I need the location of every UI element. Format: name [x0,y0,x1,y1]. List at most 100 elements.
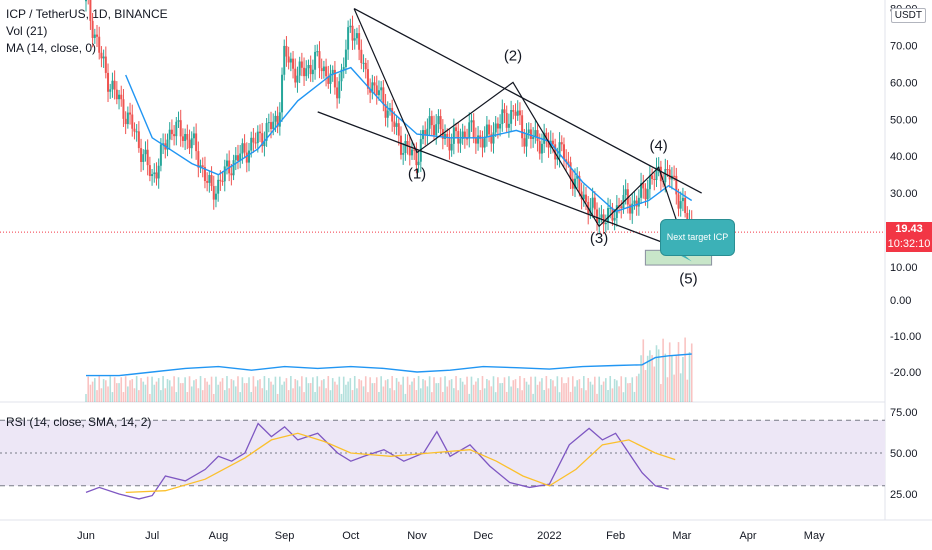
candle-body [666,169,669,171]
candle-body [243,143,246,153]
volume-bar [543,390,545,402]
volume-bar [679,373,682,402]
candle-body [303,67,306,77]
candle-body [613,217,616,221]
candle-body [173,134,176,137]
volume-bar [402,376,404,402]
candle-body [148,165,151,177]
volume-bar [382,386,385,402]
volume-bar [585,390,587,402]
volume-legend[interactable]: Vol (21) [6,24,48,38]
volume-bar [565,383,567,402]
volume-bar [578,379,581,402]
candle-body [177,120,180,122]
volume-bar [371,383,374,402]
volume-bar [107,386,109,402]
candle-body [184,134,187,141]
drawings: (1) (2) (3) (4) (5) [317,8,713,288]
volume-bar [453,388,455,402]
volume-bar [635,376,638,402]
candle-body [274,115,277,122]
candle-body [371,82,374,93]
volume-bar [153,384,156,402]
candle-body [655,167,658,181]
volume-bar [336,384,338,402]
volume-bar [199,376,202,402]
volume-bar [287,390,290,402]
volume-bar [140,378,142,402]
candle-body [142,154,145,162]
candle-body [591,197,594,208]
last-price-value: 19.43 [895,223,923,235]
volume-bar [413,378,415,402]
volume-bar [397,381,400,402]
candle-body [325,66,328,77]
volume-bar [281,384,283,402]
volume-bar [342,376,345,402]
wave-label: (2) [504,47,522,64]
volume-bar [340,393,343,402]
volume-bar [492,376,495,402]
volume-bar [457,390,460,402]
candle-body [305,68,308,77]
volume-bar [420,388,422,402]
volume-bar [560,377,563,402]
volume-tick-label: -20.00 [890,367,921,379]
symbol-legend[interactable]: ICP / TetherUS, 1D, BINANCE [6,7,168,21]
volume-bar [437,383,440,402]
candle-body [576,175,579,179]
ma-legend[interactable]: MA (14, close, 0) [6,41,97,55]
volume-bar [109,376,112,402]
volume-bar [230,379,233,402]
volume-bar [268,378,270,402]
candle-body [538,141,541,154]
volume-bar [580,388,583,402]
volume-bar [582,376,585,402]
candle-body [217,179,220,194]
volume-bar [587,378,590,402]
volume-bar [204,378,206,402]
time-tick-label: Feb [606,530,625,542]
volume-bar [488,380,490,402]
volume-bar [470,376,473,402]
legend: ICP / TetherUS, 1D, BINANCE Vol (21) MA … [6,6,168,57]
currency-badge[interactable]: USDT [890,8,926,23]
volume-bar [552,380,554,402]
rsi-legend[interactable]: RSI (14, close, SMA, 14, 2) [6,415,152,429]
candle-body [455,127,458,132]
candle-body [336,87,339,99]
volume-bar [259,379,261,402]
rsi-pane [0,419,885,500]
candle-body [153,172,156,175]
candle-body [96,34,99,37]
candle-body [463,131,466,139]
volume-bar [477,378,479,402]
volume-bar [378,391,380,402]
volume-bar [411,381,413,402]
volume-bar [261,388,264,402]
candle-body [424,130,427,136]
candle-body [433,125,436,136]
volume-bar [567,377,570,402]
volume-bar [113,377,116,402]
volume-bar [446,386,449,402]
candle-body [571,178,574,189]
candle-body [175,121,178,137]
candle-body [129,112,132,115]
candle-body [624,189,627,196]
candle-body [362,62,365,64]
candle-body [391,108,394,122]
volume-bar [173,376,175,402]
candle-body [104,56,107,73]
candle-body [582,194,585,200]
volume-bar [653,366,656,402]
volume-bar [631,377,634,402]
volume-bar [466,376,468,402]
candle-body [93,34,96,38]
candle-body [109,89,112,92]
volume-bar [671,355,673,402]
candle-body [206,180,209,183]
volume-bar [179,383,182,402]
candle-body [444,133,447,139]
